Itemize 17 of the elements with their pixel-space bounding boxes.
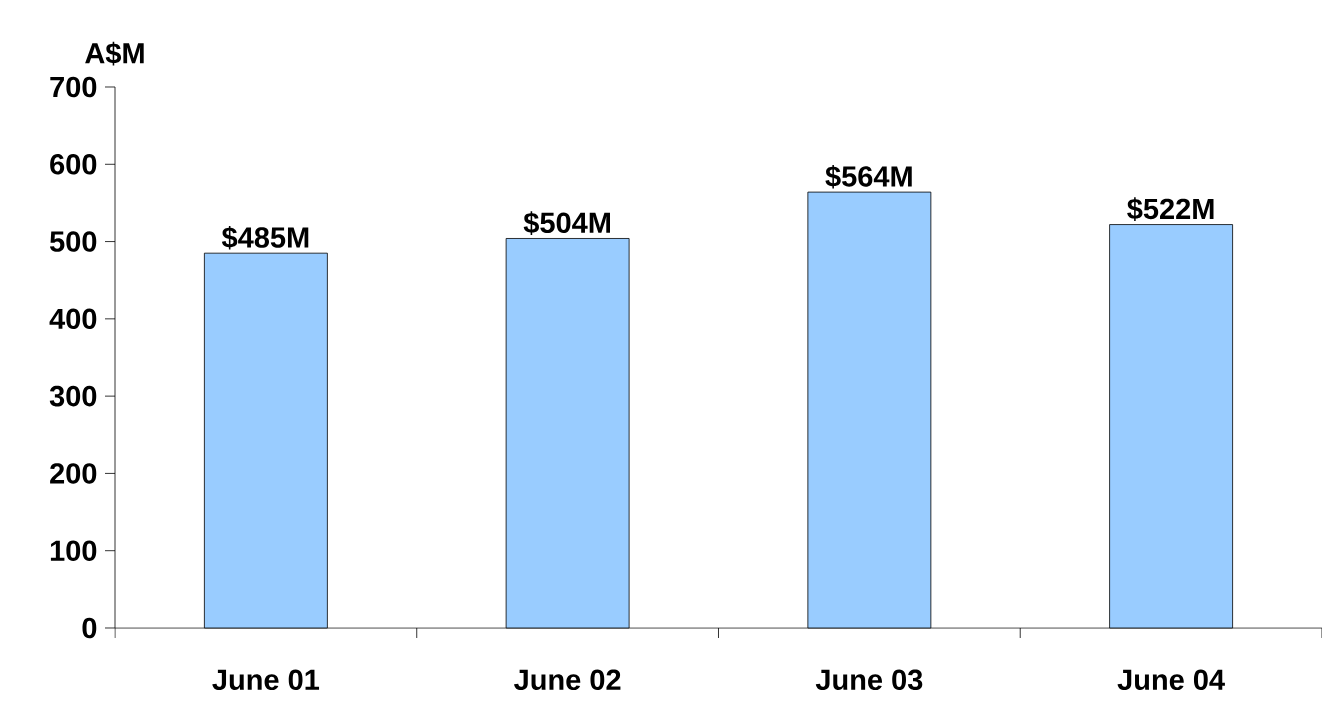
y-tick-label: 600 (50, 154, 97, 175)
x-tick-label: June 02 (514, 669, 621, 691)
y-tick-label: 500 (49, 231, 97, 252)
y-tick-label: 700 (50, 76, 97, 98)
x-tick-label: June 04 (1117, 669, 1225, 691)
x-tick-label: June 01 (212, 669, 320, 691)
data-label: $504M (523, 211, 610, 235)
y-tick-label: 300 (49, 385, 97, 407)
y-tick-label: 100 (50, 540, 97, 561)
data-label: $522M (1127, 197, 1214, 222)
x-tick-label: June 03 (815, 669, 923, 691)
y-tick-label: 400 (49, 308, 97, 330)
data-label: $564M (825, 164, 912, 189)
y-tick-label: 200 (50, 463, 97, 484)
y-tick-label: 0 (82, 617, 97, 639)
data-label: $485M (221, 225, 309, 250)
y-axis-title: A$M (85, 41, 144, 66)
